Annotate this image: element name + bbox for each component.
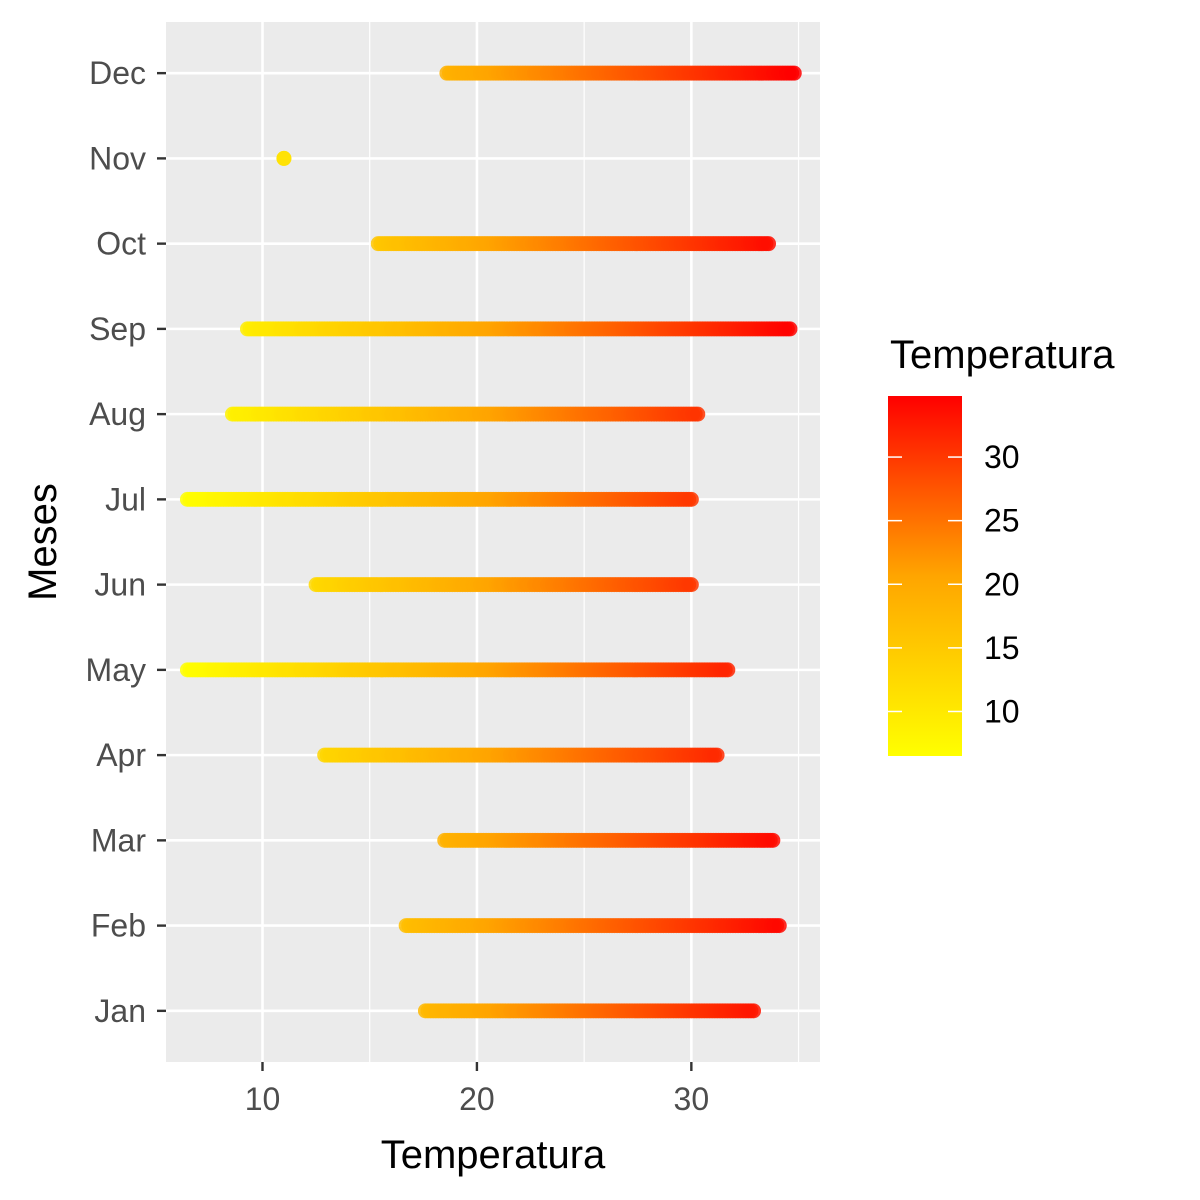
- data-point: [683, 577, 699, 593]
- data-point: [720, 662, 736, 678]
- y-tick-label: Jul: [105, 481, 146, 517]
- range-oct: [370, 236, 777, 252]
- y-tick-label: Nov: [89, 140, 146, 176]
- range-dec: [439, 65, 802, 81]
- legend-tick-label: 15: [984, 630, 1020, 666]
- data-point: [746, 1003, 762, 1019]
- temperature-ranges: [179, 65, 802, 1019]
- range-feb: [398, 918, 787, 934]
- minor-gridlines: [369, 22, 800, 1062]
- y-tick-label: Jan: [94, 993, 146, 1029]
- data-point: [786, 65, 802, 81]
- y-tick-label: May: [86, 652, 146, 688]
- range-may: [179, 662, 736, 678]
- range-sep: [239, 321, 798, 337]
- y-axis-title: Meses: [21, 483, 65, 601]
- range-jun: [308, 577, 699, 593]
- x-tick-label: 10: [245, 1081, 281, 1117]
- y-tick-label: Dec: [89, 55, 146, 91]
- legend-tick-label: 30: [984, 439, 1020, 475]
- legend-tick-label: 25: [984, 503, 1020, 539]
- legend-title: Temperatura: [890, 333, 1115, 377]
- data-point: [782, 321, 798, 337]
- range-aug: [224, 406, 706, 422]
- y-tick-label: Mar: [91, 822, 146, 858]
- x-axis-title: Temperatura: [381, 1133, 606, 1177]
- x-tick-label: 20: [459, 1081, 495, 1117]
- range-nov: [276, 150, 292, 166]
- y-tick-label: Sep: [89, 311, 146, 347]
- x-tick-label: 30: [674, 1081, 710, 1117]
- data-point: [761, 236, 777, 252]
- x-axis: 10 20 30: [245, 1062, 709, 1117]
- data-point: [690, 406, 706, 422]
- data-point: [765, 832, 781, 848]
- color-legend: Temperatura 10 15 20 25 30: [888, 333, 1115, 756]
- legend-tick-label: 10: [984, 693, 1020, 729]
- range-jan: [417, 1003, 762, 1019]
- y-tick-label: Apr: [96, 737, 146, 773]
- range-apr: [317, 747, 725, 763]
- y-tick-label: Oct: [96, 226, 146, 262]
- range-mar: [437, 832, 781, 848]
- y-tick-label: Jun: [94, 567, 146, 603]
- range-jul: [179, 491, 699, 507]
- y-tick-label: Aug: [89, 396, 146, 432]
- data-point: [683, 491, 699, 507]
- plot-panel: [166, 22, 820, 1062]
- data-point: [771, 918, 787, 934]
- legend-ticks: 10 15 20 25 30: [888, 439, 1020, 729]
- y-axis: Jan Feb Mar Apr May Jun Jul Aug Sep Oct Nov Dec: [86, 55, 166, 1029]
- legend-colorbar: [888, 396, 962, 756]
- data-point: [709, 747, 725, 763]
- y-tick-label: Feb: [91, 908, 146, 944]
- legend-tick-label: 20: [984, 566, 1020, 602]
- data-point: [276, 150, 292, 166]
